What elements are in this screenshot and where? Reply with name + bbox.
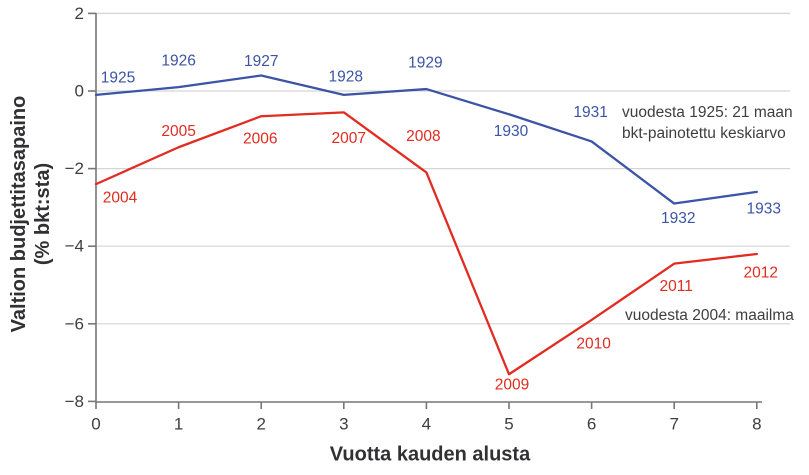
x-tick-label-8: 8: [752, 415, 761, 434]
x-tick-label-2: 2: [256, 415, 265, 434]
point-label-2010: 2010: [576, 335, 611, 352]
point-label-1926: 1926: [161, 53, 195, 70]
y-tick-label--8: −8: [65, 392, 84, 411]
x-axis-title: Vuotta kauden alusta: [329, 443, 531, 466]
point-label-1925: 1925: [101, 69, 135, 86]
point-label-2008: 2008: [406, 128, 440, 145]
x-tick-label-6: 6: [587, 415, 596, 434]
series-line-2004: [94, 111, 758, 376]
y-tick-label--6: −6: [65, 314, 84, 333]
point-label-2004: 2004: [103, 190, 138, 207]
y-axis-title-line1: Valtion budjettitasapaino: [8, 95, 30, 333]
y-tick-label--2: −2: [65, 159, 84, 178]
point-label-1930: 1930: [494, 123, 529, 140]
point-label-1928: 1928: [329, 68, 363, 85]
x-tick-label-3: 3: [339, 415, 348, 434]
point-label-2006: 2006: [243, 131, 277, 148]
point-label-1931: 1931: [573, 104, 607, 121]
y-tick-label--4: −4: [65, 237, 84, 256]
point-label-2011: 2011: [660, 278, 693, 295]
point-label-2009: 2009: [495, 377, 529, 394]
point-label-1927: 1927: [244, 53, 278, 70]
point-label-2005: 2005: [161, 123, 195, 140]
series-1925-annotation-line2: bkt-painotettu keskiarvo: [622, 125, 786, 142]
x-tick-label-7: 7: [669, 415, 678, 434]
y-axis-title-line2: (% bkt:sta): [32, 162, 54, 266]
series-2004-annotation: vuodesta 2004: maailma: [625, 305, 794, 326]
y-tick-label-0: 0: [75, 82, 84, 101]
x-tick-label-5: 5: [504, 415, 513, 434]
point-label-1933: 1933: [747, 200, 781, 217]
series-1925-annotation: vuodesta 1925: 21 maan bkt-painotettu ke…: [622, 102, 793, 144]
series-2004-annotation-line1: vuodesta 2004: maailma: [625, 307, 794, 324]
point-label-2012: 2012: [744, 264, 778, 281]
point-label-1929: 1929: [408, 55, 442, 72]
x-tick-label-4: 4: [422, 415, 431, 434]
point-label-1932: 1932: [661, 210, 695, 227]
x-tick-label-1: 1: [174, 415, 183, 434]
x-tick-label-0: 0: [91, 415, 100, 434]
series-1925-annotation-line1: vuodesta 1925: 21 maan: [622, 104, 793, 121]
point-label-2007: 2007: [332, 130, 366, 147]
series-line-1925: [94, 74, 758, 205]
y-tick-label-2: 2: [75, 4, 84, 23]
